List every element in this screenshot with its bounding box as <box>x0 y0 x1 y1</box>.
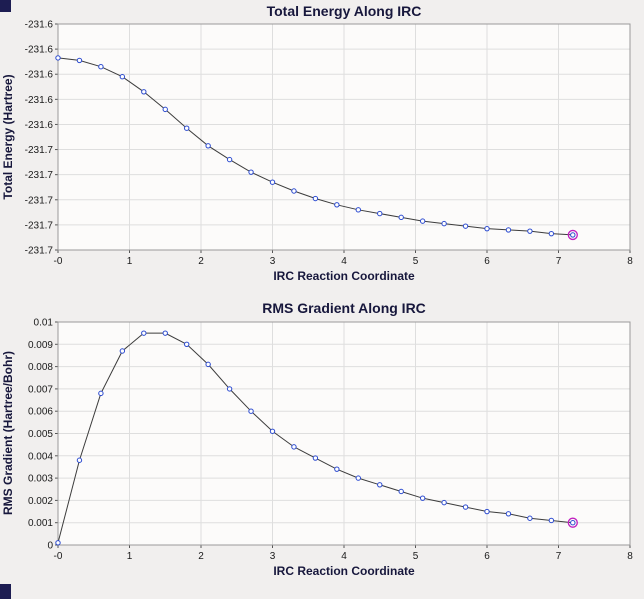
energy-chart-panel: Total Energy Along IRC Total Energy (Har… <box>0 0 644 296</box>
svg-text:5: 5 <box>413 551 419 562</box>
energy-chart-title: Total Energy Along IRC <box>267 3 422 19</box>
gradient-chart-title: RMS Gradient Along IRC <box>262 300 426 316</box>
svg-text:0: 0 <box>47 541 53 552</box>
svg-text:0.01: 0.01 <box>34 318 54 329</box>
svg-text:3: 3 <box>270 551 276 562</box>
svg-text:0.003: 0.003 <box>28 474 53 485</box>
svg-text:8: 8 <box>627 256 633 267</box>
corner-decoration-bottom-left <box>0 584 11 599</box>
svg-text:-231.7: -231.7 <box>25 195 54 206</box>
energy-chart[interactable]: Total Energy Along IRC Total Energy (Har… <box>0 0 644 296</box>
svg-text:7: 7 <box>556 551 562 562</box>
svg-text:-0: -0 <box>54 256 63 267</box>
svg-text:2: 2 <box>198 256 204 267</box>
svg-text:8: 8 <box>627 551 633 562</box>
gradient-y-axis-label: RMS Gradient (Hartree/Bohr) <box>1 351 15 515</box>
svg-text:-231.7: -231.7 <box>25 145 54 156</box>
svg-text:2: 2 <box>198 551 204 562</box>
svg-text:0.004: 0.004 <box>28 451 53 462</box>
svg-text:1: 1 <box>127 256 133 267</box>
svg-text:-231.6: -231.6 <box>25 120 54 131</box>
svg-text:7: 7 <box>556 256 562 267</box>
gradient-chart-panel: RMS Gradient Along IRC RMS Gradient (Har… <box>0 296 644 599</box>
energy-y-axis-label: Total Energy (Hartree) <box>1 74 15 199</box>
gradient-x-axis-label: IRC Reaction Coordinate <box>273 564 415 578</box>
plot-layer: -0 1 2 3 4 5 6 7 8 0 0.001 0.002 0.003 0.004 0.005 0.00… <box>28 318 633 563</box>
svg-text:-231.7: -231.7 <box>25 246 54 257</box>
svg-text:6: 6 <box>484 551 490 562</box>
svg-text:0.002: 0.002 <box>28 496 53 507</box>
svg-text:-231.6: -231.6 <box>25 45 54 56</box>
svg-text:0.007: 0.007 <box>28 384 53 395</box>
svg-text:0.001: 0.001 <box>28 518 53 529</box>
svg-text:-0: -0 <box>54 551 63 562</box>
svg-text:-231.6: -231.6 <box>25 70 54 81</box>
svg-text:-231.6: -231.6 <box>25 95 54 106</box>
svg-text:-231.7: -231.7 <box>25 170 54 181</box>
svg-text:-231.6: -231.6 <box>25 20 54 31</box>
gradient-chart[interactable]: RMS Gradient Along IRC RMS Gradient (Har… <box>0 296 644 599</box>
svg-text:5: 5 <box>413 256 419 267</box>
svg-text:3: 3 <box>270 256 276 267</box>
svg-text:-231.7: -231.7 <box>25 220 54 231</box>
plot-layer: -0 1 2 3 4 5 6 7 8 -231.6 -231.6 -231.6 -231.6 -231.6… <box>25 20 634 268</box>
svg-text:0.009: 0.009 <box>28 340 53 351</box>
svg-text:0.008: 0.008 <box>28 362 53 373</box>
svg-text:4: 4 <box>341 256 347 267</box>
svg-text:0.006: 0.006 <box>28 407 53 418</box>
svg-text:6: 6 <box>484 256 490 267</box>
svg-text:0.005: 0.005 <box>28 429 53 440</box>
svg-text:1: 1 <box>127 551 133 562</box>
energy-x-axis-label: IRC Reaction Coordinate <box>273 269 415 283</box>
svg-text:4: 4 <box>341 551 347 562</box>
corner-decoration-top-left <box>0 0 11 12</box>
